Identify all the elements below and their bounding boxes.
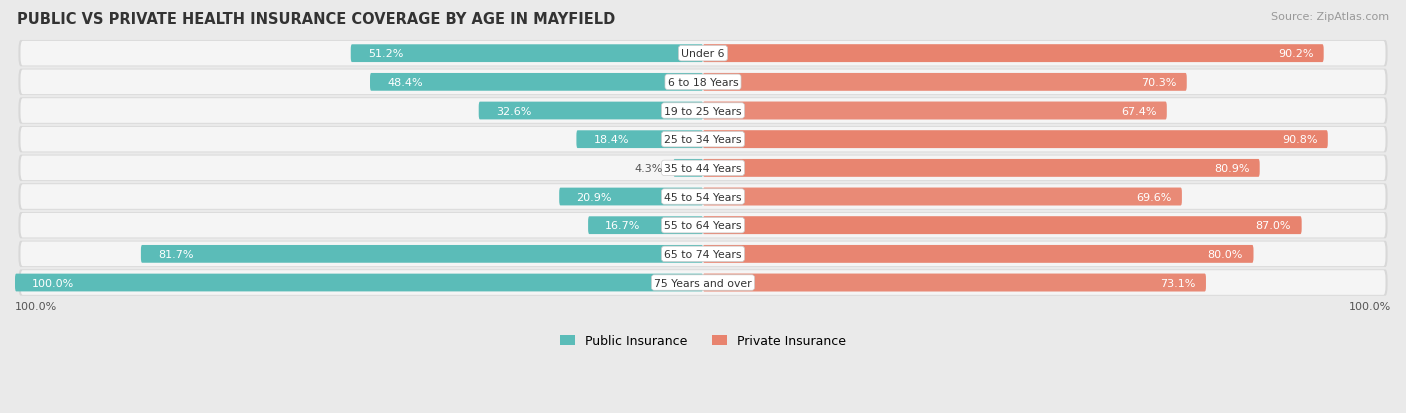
FancyBboxPatch shape [21,99,1385,123]
FancyBboxPatch shape [21,42,1385,66]
Text: Source: ZipAtlas.com: Source: ZipAtlas.com [1271,12,1389,22]
FancyBboxPatch shape [703,245,1253,263]
FancyBboxPatch shape [21,214,1385,238]
FancyBboxPatch shape [21,271,1385,295]
FancyBboxPatch shape [18,241,1388,267]
Text: 80.9%: 80.9% [1213,164,1250,173]
FancyBboxPatch shape [18,41,1388,67]
Text: 100.0%: 100.0% [1348,301,1391,311]
FancyBboxPatch shape [141,245,703,263]
FancyBboxPatch shape [703,188,1182,206]
FancyBboxPatch shape [18,127,1388,153]
FancyBboxPatch shape [703,274,1206,292]
FancyBboxPatch shape [478,102,703,120]
FancyBboxPatch shape [588,217,703,235]
Text: 100.0%: 100.0% [32,278,75,288]
FancyBboxPatch shape [703,188,1182,206]
Text: PUBLIC VS PRIVATE HEALTH INSURANCE COVERAGE BY AGE IN MAYFIELD: PUBLIC VS PRIVATE HEALTH INSURANCE COVER… [17,12,614,27]
FancyBboxPatch shape [703,45,1323,63]
Text: 51.2%: 51.2% [368,49,404,59]
FancyBboxPatch shape [21,156,1385,181]
Text: 18.4%: 18.4% [593,135,628,145]
Text: 90.2%: 90.2% [1278,49,1313,59]
FancyBboxPatch shape [15,274,703,292]
Text: 100.0%: 100.0% [15,301,58,311]
Text: 87.0%: 87.0% [1256,221,1291,230]
Text: 70.3%: 70.3% [1142,78,1177,88]
FancyBboxPatch shape [703,217,1302,235]
FancyBboxPatch shape [703,102,1167,120]
Text: 32.6%: 32.6% [496,106,531,116]
FancyBboxPatch shape [703,45,1323,63]
Text: 80.0%: 80.0% [1208,249,1243,259]
Text: 35 to 44 Years: 35 to 44 Years [664,164,742,173]
FancyBboxPatch shape [18,184,1388,210]
Text: Under 6: Under 6 [682,49,724,59]
FancyBboxPatch shape [703,159,1260,177]
FancyBboxPatch shape [350,45,703,63]
FancyBboxPatch shape [18,69,1388,96]
FancyBboxPatch shape [18,212,1388,239]
Text: 81.7%: 81.7% [157,249,194,259]
FancyBboxPatch shape [21,70,1385,95]
FancyBboxPatch shape [703,131,1327,149]
Text: 65 to 74 Years: 65 to 74 Years [664,249,742,259]
Text: 73.1%: 73.1% [1160,278,1195,288]
FancyBboxPatch shape [21,242,1385,266]
FancyBboxPatch shape [576,131,703,149]
Text: 4.3%: 4.3% [634,164,664,173]
FancyBboxPatch shape [703,159,1260,177]
FancyBboxPatch shape [21,185,1385,209]
FancyBboxPatch shape [703,131,1327,149]
Text: 55 to 64 Years: 55 to 64 Years [664,221,742,230]
FancyBboxPatch shape [21,128,1385,152]
FancyBboxPatch shape [370,74,703,92]
FancyBboxPatch shape [703,102,1167,120]
FancyBboxPatch shape [673,159,703,177]
FancyBboxPatch shape [703,245,1253,263]
FancyBboxPatch shape [18,98,1388,124]
Text: 75 Years and over: 75 Years and over [654,278,752,288]
Text: 90.8%: 90.8% [1282,135,1317,145]
Text: 20.9%: 20.9% [576,192,612,202]
FancyBboxPatch shape [703,74,1187,92]
FancyBboxPatch shape [703,274,1206,292]
FancyBboxPatch shape [18,155,1388,182]
Text: 25 to 34 Years: 25 to 34 Years [664,135,742,145]
Text: 45 to 54 Years: 45 to 54 Years [664,192,742,202]
FancyBboxPatch shape [703,74,1187,92]
FancyBboxPatch shape [18,270,1388,296]
FancyBboxPatch shape [703,217,1302,235]
Text: 69.6%: 69.6% [1136,192,1171,202]
Text: 67.4%: 67.4% [1121,106,1156,116]
Text: 48.4%: 48.4% [387,78,423,88]
FancyBboxPatch shape [560,188,703,206]
Legend: Public Insurance, Private Insurance: Public Insurance, Private Insurance [560,335,846,347]
Text: 16.7%: 16.7% [606,221,641,230]
Text: 6 to 18 Years: 6 to 18 Years [668,78,738,88]
Text: 19 to 25 Years: 19 to 25 Years [664,106,742,116]
